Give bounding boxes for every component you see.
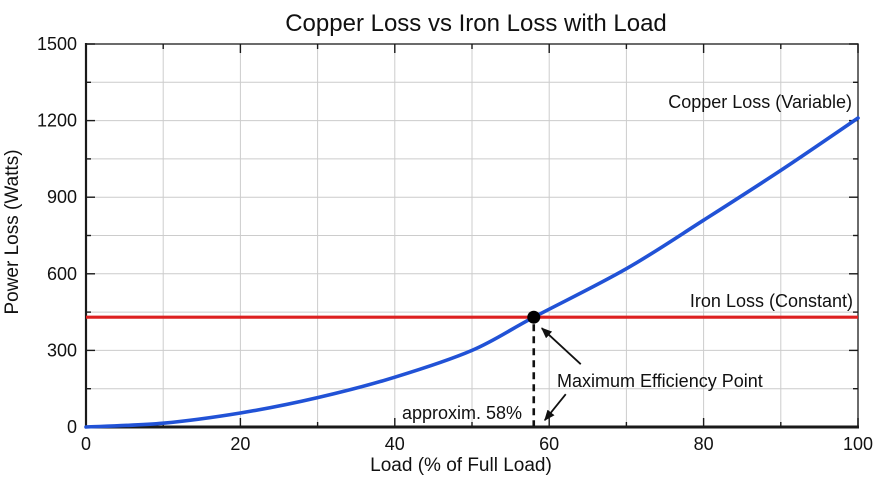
arrow-to-axis (544, 393, 567, 421)
y-axis-label: Power Loss (Watts) (2, 149, 23, 314)
y-tick-label: 900 (47, 187, 77, 207)
copper-loss-curve (84, 116, 860, 429)
x-tick-label: 0 (81, 434, 91, 454)
x-tick-label: 60 (539, 434, 559, 454)
approx-load-label: approxim. 58% (402, 403, 522, 423)
arrow-to-point (541, 327, 582, 365)
y-tick-label: 1500 (37, 34, 77, 54)
annotations (527, 310, 582, 426)
y-tick-label: 600 (47, 264, 77, 284)
y-tick-label: 0 (67, 417, 77, 437)
copper-loss-series-label: Copper Loss (Variable) (668, 92, 852, 112)
gridlines (86, 44, 858, 427)
y-tick-label: 300 (47, 340, 77, 360)
tick-labels: 0 20 40 60 80 100 0 300 600 900 1200 1500 (37, 34, 873, 454)
x-tick-label: 40 (385, 434, 405, 454)
chart-title: Copper Loss vs Iron Loss with Load (285, 10, 667, 37)
data-series (84, 116, 860, 429)
x-tick-label: 100 (843, 434, 873, 454)
x-tick-label: 20 (230, 434, 250, 454)
max-efficiency-point-marker (527, 310, 541, 324)
x-axis-label: Load (% of Full Load) (370, 455, 552, 476)
x-tick-label: 80 (694, 434, 714, 454)
iron-loss-series-label: Iron Loss (Constant) (690, 291, 853, 311)
y-tick-label: 1200 (37, 111, 77, 131)
axis-ticks (85, 43, 859, 428)
max-efficiency-point-label: Maximum Efficiency Point (557, 371, 763, 391)
